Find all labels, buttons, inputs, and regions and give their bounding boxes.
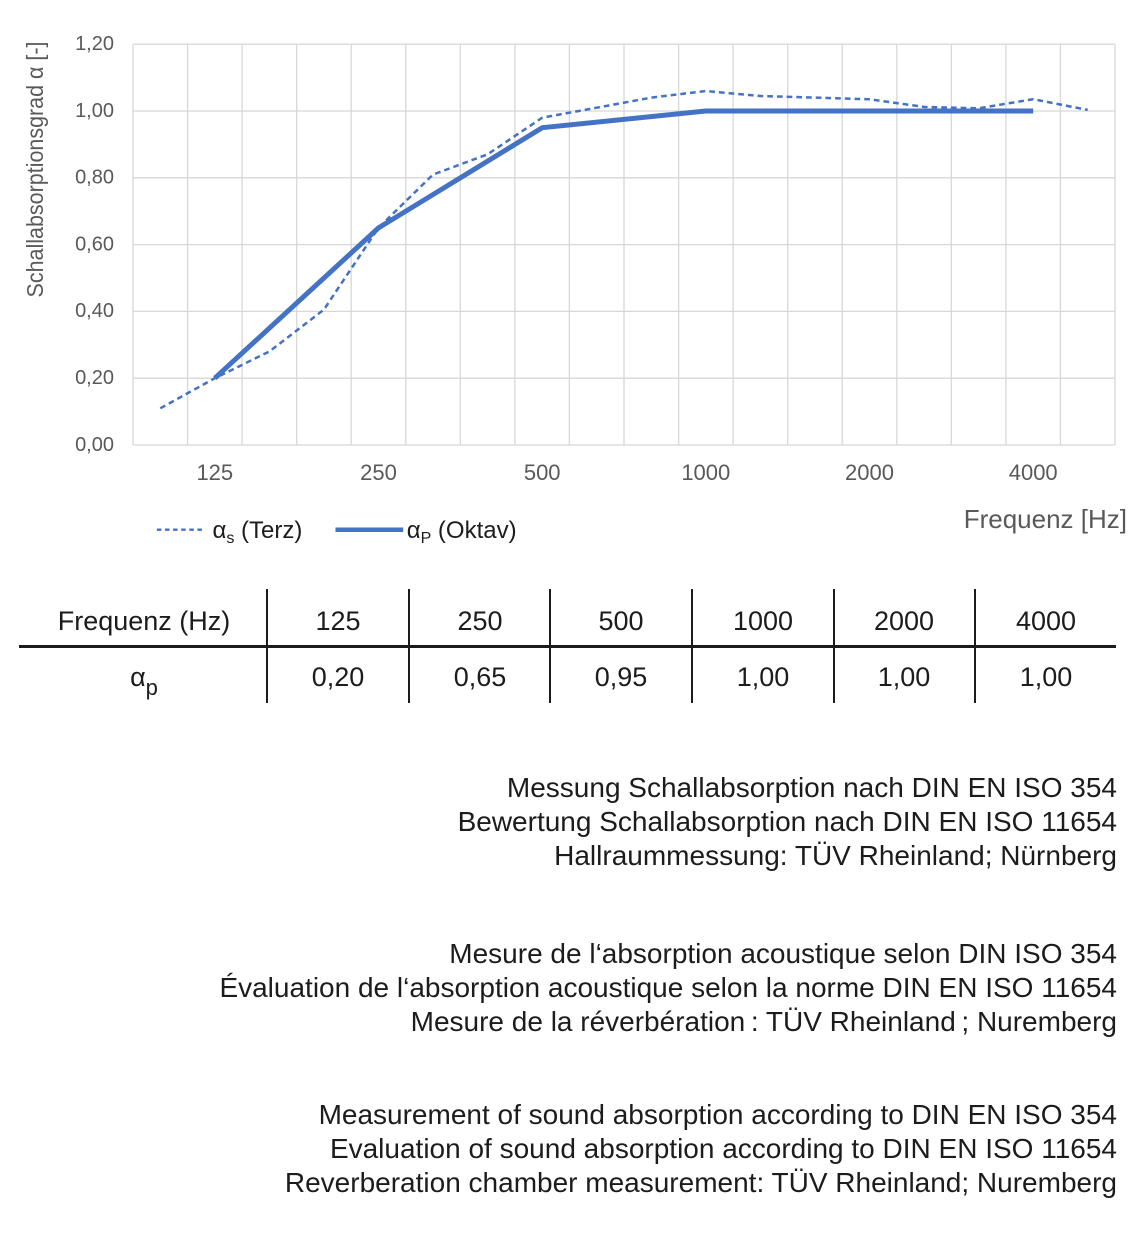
svg-text:2000: 2000	[845, 460, 894, 485]
svg-text:Frequenz [Hz]: Frequenz [Hz]	[964, 504, 1127, 534]
svg-text:1,20: 1,20	[75, 33, 114, 55]
svg-text:0,80: 0,80	[75, 167, 114, 189]
svg-text:Schallabsorptionsgrad α [-]: Schallabsorptionsgrad α [-]	[22, 42, 48, 298]
svg-text:4000: 4000	[1009, 460, 1058, 485]
svg-text:αs (Terz): αs (Terz)	[213, 517, 303, 547]
svg-text:0,00: 0,00	[75, 434, 114, 456]
svg-text:0,60: 0,60	[75, 233, 114, 255]
svg-text:1000: 1000	[681, 460, 730, 485]
svg-text:1,00: 1,00	[75, 100, 114, 122]
svg-text:250: 250	[360, 460, 397, 485]
svg-text:125: 125	[196, 460, 233, 485]
svg-text:αP (Oktav): αP (Oktav)	[407, 517, 517, 547]
svg-text:500: 500	[524, 460, 561, 485]
svg-text:0,40: 0,40	[75, 300, 114, 322]
svg-text:0,20: 0,20	[75, 367, 114, 389]
